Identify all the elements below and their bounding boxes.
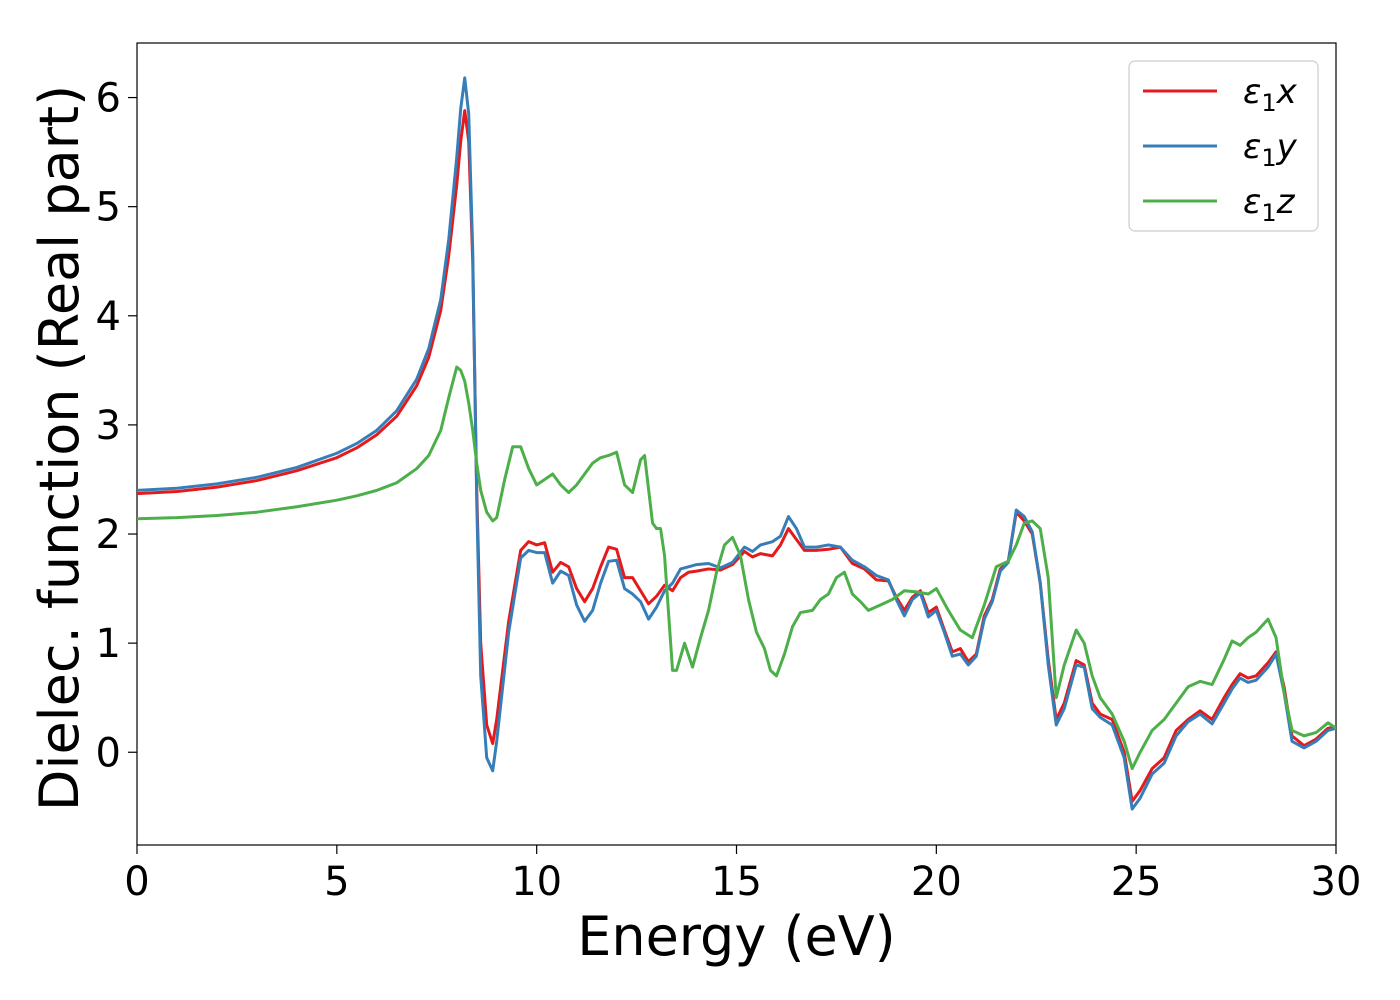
y-tick-label: 6 [96, 76, 121, 122]
y-tick-label: 0 [96, 730, 121, 776]
x-axis-ticks: 0 5 10 15 20 25 30 [124, 845, 1361, 905]
x-axis-label: Energy (eV) [577, 905, 896, 968]
y-tick-label: 3 [96, 403, 121, 449]
x-tick-label: 20 [911, 859, 962, 905]
y-tick-label: 2 [96, 512, 121, 558]
series-line-y [137, 76, 1336, 811]
y-axis-ticks: 0 1 2 3 4 5 6 [96, 76, 137, 776]
x-tick-label: 25 [1111, 859, 1162, 905]
legend: ε1x ε1y ε1z [1128, 60, 1319, 232]
x-tick-label: 30 [1311, 859, 1362, 905]
series-layer [137, 76, 1336, 811]
y-tick-label: 4 [96, 294, 121, 340]
x-tick-label: 0 [124, 859, 149, 905]
y-axis-label: Dielec. function (Real part) [28, 85, 91, 811]
y-tick-label: 5 [96, 185, 121, 231]
x-tick-label: 10 [511, 859, 562, 905]
legend-box [1128, 60, 1319, 232]
x-tick-label: 5 [324, 859, 349, 905]
legend-label-x: ε1x [1243, 72, 1298, 117]
y-tick-label: 1 [96, 621, 121, 667]
series-line-z [137, 365, 1336, 771]
x-tick-label: 15 [711, 859, 762, 905]
legend-label-z: ε1z [1243, 182, 1296, 227]
legend-label-y: ε1y [1243, 127, 1298, 172]
